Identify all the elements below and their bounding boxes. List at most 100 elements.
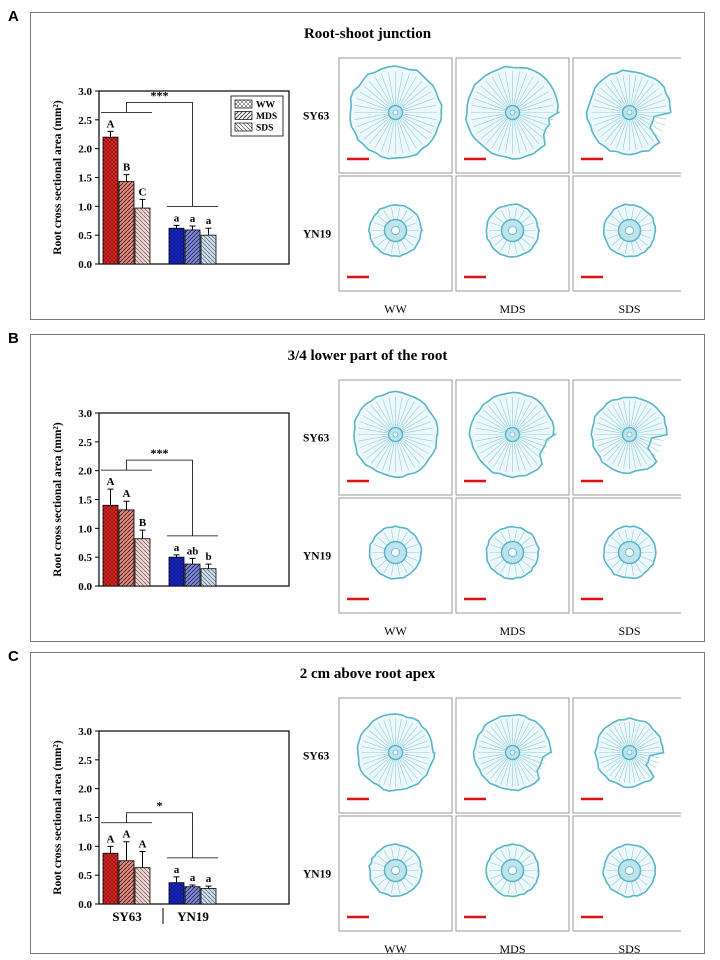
bar	[102, 136, 119, 265]
significance-bracket	[101, 101, 218, 207]
micrograph	[572, 379, 681, 496]
y-tick-label: 2.5	[78, 755, 92, 767]
error-bar	[107, 488, 114, 506]
bar	[200, 234, 217, 265]
bar	[102, 504, 119, 587]
y-tick-label: 0.0	[78, 899, 92, 911]
error-bar	[123, 500, 130, 510]
column-label: WW	[384, 942, 407, 955]
y-tick-label: 1.5	[78, 495, 92, 507]
micrograph	[455, 57, 570, 174]
bar	[134, 538, 151, 587]
group-label: SY63	[112, 909, 142, 924]
bar	[118, 181, 135, 265]
panel-letter: C	[8, 648, 19, 665]
micrograph	[338, 57, 453, 174]
error-bar	[189, 225, 196, 230]
error-bar	[173, 554, 180, 558]
significance-letter: a	[206, 215, 212, 227]
significance-bracket	[101, 459, 218, 537]
significance-letter: a	[174, 212, 180, 224]
y-tick-label: 1.5	[78, 173, 92, 185]
panel: 2 cm above root apex 0.0 0.5 1.0 1.5 2.0 2.5 3.…	[30, 652, 705, 955]
row-label: SY63	[303, 111, 329, 123]
micrograph	[455, 697, 570, 814]
error-bar	[173, 224, 180, 229]
significance-letter: A	[139, 839, 147, 851]
bar	[168, 556, 185, 587]
panel: 3/4 lower part of the root 0.0 0.5 1.0 1.5 2.…	[30, 334, 705, 642]
micrograph	[455, 175, 570, 292]
y-tick-label: 0.5	[78, 870, 92, 882]
panel: Root-shoot junction 0.0 0.5 1.0 1.5 2.0 2.5 3.0…	[30, 12, 705, 320]
bar	[102, 852, 119, 905]
bar	[200, 568, 217, 587]
bar	[118, 509, 135, 587]
significance-letter: C	[139, 186, 147, 198]
micrograph	[338, 697, 453, 814]
legend-swatch	[234, 122, 253, 132]
micrograph	[572, 497, 681, 614]
bar	[184, 886, 201, 905]
micrograph	[338, 379, 453, 496]
significance-letter: B	[139, 517, 147, 529]
y-tick-label: 2.5	[78, 437, 92, 449]
bar	[200, 888, 217, 905]
row-label: YN19	[303, 551, 331, 563]
micrograph	[572, 175, 681, 292]
bar	[168, 227, 185, 265]
significance-letter: A	[107, 833, 115, 845]
y-tick-label: 1.0	[78, 523, 92, 535]
micrograph	[572, 57, 681, 174]
y-tick-label: 1.0	[78, 201, 92, 213]
significance-letter: b	[205, 551, 211, 563]
error-bar	[139, 529, 146, 539]
column-label: SDS	[618, 624, 640, 638]
error-bar	[205, 885, 212, 889]
bar	[184, 563, 201, 587]
legend-label: MDS	[256, 112, 277, 122]
y-axis-label: Root cross sectional area (mm²)	[52, 740, 64, 895]
y-tick-label: 3.0	[78, 86, 92, 98]
error-bar	[173, 876, 180, 883]
y-tick-label: 3.0	[78, 726, 92, 738]
group-label: YN19	[177, 909, 209, 924]
significance-bracket	[101, 812, 218, 859]
micrograph	[455, 815, 570, 932]
significance-letter: A	[123, 488, 131, 500]
panel-title: 2 cm above root apex	[299, 666, 436, 682]
y-tick-label: 3.0	[78, 408, 92, 420]
row-label: YN19	[303, 869, 331, 881]
micrograph-grid: SY63 YN19 WW MDS SDS	[303, 697, 681, 955]
panel-title: 3/4 lower part of the root	[287, 348, 448, 364]
significance-stars: *	[157, 799, 163, 813]
row-label: SY63	[303, 433, 329, 445]
legend-swatch	[234, 111, 253, 120]
bar	[168, 882, 185, 905]
micrograph	[338, 497, 453, 614]
significance-letter: a	[174, 864, 180, 876]
error-bar	[205, 227, 212, 236]
significance-letter: a	[190, 872, 196, 884]
significance-letter: A	[123, 829, 131, 841]
y-tick-label: 0.0	[78, 581, 92, 593]
micrograph	[455, 497, 570, 614]
micrograph	[455, 379, 570, 496]
significance-letter: B	[123, 162, 131, 174]
column-label: MDS	[499, 302, 525, 316]
micrograph	[338, 815, 453, 932]
y-tick-label: 2.0	[78, 466, 92, 478]
bar-chart: 0.0 0.5 1.0 1.5 2.0 2.5 3.0 Root cross sectiona…	[52, 726, 290, 924]
y-axis-label: Root cross sectional area (mm²)	[52, 422, 64, 577]
significance-letter: ab	[187, 545, 199, 557]
bar	[134, 867, 151, 905]
error-bar	[205, 563, 212, 569]
significance-stars: ***	[151, 88, 169, 102]
significance-letter: a	[174, 542, 180, 554]
error-bar	[107, 845, 114, 854]
bar	[118, 860, 135, 905]
y-axis-label: Root cross sectional area (mm²)	[52, 100, 64, 255]
y-tick-label: 2.5	[78, 115, 92, 127]
micrograph-grid: SY63 YN19 WW MDS SDS	[303, 379, 681, 638]
error-bar	[139, 198, 146, 209]
